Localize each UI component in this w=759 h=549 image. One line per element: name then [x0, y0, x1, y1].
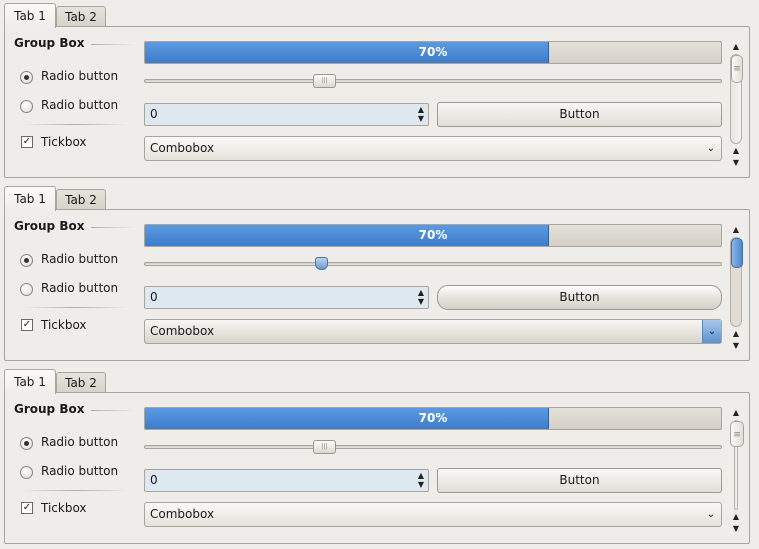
scrollbar-track[interactable] — [730, 420, 744, 510]
combobox-value: Combobox — [150, 507, 215, 521]
tab-2[interactable]: Tab 2 — [56, 189, 106, 210]
radio-checked-icon — [20, 71, 33, 84]
slider[interactable] — [144, 256, 722, 272]
progress-text: 70% — [418, 45, 448, 59]
chevron-down-icon: ⌄ — [706, 509, 716, 520]
chevron-up-icon[interactable]: ▲ — [732, 146, 740, 155]
radio-button-1[interactable]: Radio button — [20, 252, 140, 270]
slider-handle[interactable] — [315, 257, 329, 270]
scrollbar-track[interactable] — [730, 54, 743, 144]
up-down-arrows-icon[interactable]: ▲ ▼ — [417, 105, 425, 123]
chevron-up-icon[interactable]: ▲ — [732, 329, 740, 338]
radio-button-2[interactable]: Radio button — [20, 98, 140, 116]
group-box-line — [91, 227, 135, 228]
push-button[interactable]: Button — [437, 102, 722, 127]
spinbox[interactable]: 0 ▲ ▼ — [144, 286, 429, 309]
tab-content-frame: Group Box Radio button Radio button ✓ Ti… — [4, 26, 750, 178]
tab-1[interactable]: Tab 1 — [4, 3, 56, 28]
progress-fill — [145, 225, 550, 246]
combobox-value: Combobox — [150, 141, 215, 155]
radio-button-1[interactable]: Radio button — [20, 435, 140, 453]
spinbox-value: 0 — [150, 473, 158, 487]
tab-2[interactable]: Tab 2 — [56, 372, 106, 393]
radio-checked-icon — [20, 254, 33, 267]
widget-panel-2: Tab 1 Tab 2 Group Box Radio button Radio… — [0, 186, 759, 366]
chevron-up-icon[interactable]: ▲ — [732, 408, 740, 417]
tickbox[interactable]: ✓ Tickbox — [21, 318, 87, 332]
radio-unchecked-icon — [20, 283, 33, 296]
combobox[interactable]: Combobox ⌄ — [144, 502, 722, 527]
slider[interactable] — [144, 439, 722, 455]
push-button[interactable]: Button — [437, 468, 722, 493]
chevron-down-icon[interactable]: ▼ — [732, 341, 740, 350]
slider[interactable] — [144, 73, 722, 89]
chevron-up-icon[interactable]: ▲ — [732, 225, 740, 234]
scrollbar-thumb[interactable] — [730, 421, 744, 447]
tab-2[interactable]: Tab 2 — [56, 6, 106, 27]
radio-button-2[interactable]: Radio button — [20, 464, 140, 482]
group-box-line — [91, 410, 135, 411]
chevron-down-icon[interactable]: ▼ — [732, 524, 740, 533]
tab-1[interactable]: Tab 1 — [4, 186, 56, 211]
chevron-up-icon[interactable]: ▲ — [732, 512, 740, 521]
vertical-scrollbar[interactable]: ▲ ▲ ▼ — [729, 224, 743, 352]
slider-handle[interactable] — [313, 440, 337, 454]
combobox-value: Combobox — [150, 324, 215, 338]
vertical-scrollbar[interactable]: ▲ ▲ ▼ — [729, 41, 743, 169]
group-box-line — [91, 44, 135, 45]
progress-text: 70% — [418, 228, 448, 242]
slider-groove — [144, 445, 722, 449]
checkmark-icon: ✓ — [21, 319, 33, 331]
radio-unchecked-icon — [20, 100, 33, 113]
slider-groove — [144, 262, 722, 266]
slider-handle[interactable] — [313, 74, 337, 88]
chevron-down-icon: ⌄ — [706, 143, 716, 154]
scrollbar-thumb[interactable] — [731, 238, 743, 268]
chevron-down-icon[interactable]: ⌄ — [702, 320, 721, 343]
combobox[interactable]: Combobox ⌄ — [144, 136, 722, 161]
group-box-title: Group Box — [14, 36, 85, 50]
up-down-arrows-icon[interactable]: ▲ ▼ — [417, 288, 425, 306]
separator-line — [23, 307, 127, 308]
scrollbar-thumb[interactable] — [731, 55, 743, 83]
widget-panel-1: Tab 1 Tab 2 Group Box Radio button Radio… — [0, 3, 759, 183]
progress-bar: 70% — [144, 407, 722, 430]
progress-bar: 70% — [144, 224, 722, 247]
progress-text: 70% — [418, 411, 448, 425]
spinbox-value: 0 — [150, 107, 158, 121]
separator-line — [23, 124, 127, 125]
widget-panel-3: Tab 1 Tab 2 Group Box Radio button Radio… — [0, 369, 759, 549]
push-button[interactable]: Button — [437, 285, 722, 310]
tab-content-frame: Group Box Radio button Radio button ✓ Ti… — [4, 392, 750, 544]
group-box-title: Group Box — [14, 402, 85, 416]
checkmark-icon: ✓ — [21, 136, 33, 148]
tab-1[interactable]: Tab 1 — [4, 369, 56, 394]
spinbox[interactable]: 0 ▲ ▼ — [144, 469, 429, 492]
group-box-title: Group Box — [14, 219, 85, 233]
progress-fill — [145, 408, 550, 429]
radio-button-2[interactable]: Radio button — [20, 281, 140, 299]
up-down-arrows-icon[interactable]: ▲ ▼ — [417, 471, 425, 489]
tickbox[interactable]: ✓ Tickbox — [21, 135, 87, 149]
radio-checked-icon — [20, 437, 33, 450]
progress-bar: 70% — [144, 41, 722, 64]
chevron-down-icon[interactable]: ▼ — [732, 158, 740, 167]
separator-line — [23, 490, 127, 491]
scrollbar-track[interactable] — [730, 237, 743, 327]
chevron-up-icon[interactable]: ▲ — [732, 42, 740, 51]
radio-unchecked-icon — [20, 466, 33, 479]
progress-fill — [145, 42, 550, 63]
spinbox[interactable]: 0 ▲ ▼ — [144, 103, 429, 126]
checkmark-icon: ✓ — [21, 502, 33, 514]
radio-button-1[interactable]: Radio button — [20, 69, 140, 87]
vertical-scrollbar[interactable]: ▲ ▲ ▼ — [729, 407, 744, 535]
combobox[interactable]: Combobox ⌄ — [144, 319, 722, 344]
spinbox-value: 0 — [150, 290, 158, 304]
slider-groove — [144, 79, 722, 83]
tickbox[interactable]: ✓ Tickbox — [21, 501, 87, 515]
tab-content-frame: Group Box Radio button Radio button ✓ Ti… — [4, 209, 750, 361]
